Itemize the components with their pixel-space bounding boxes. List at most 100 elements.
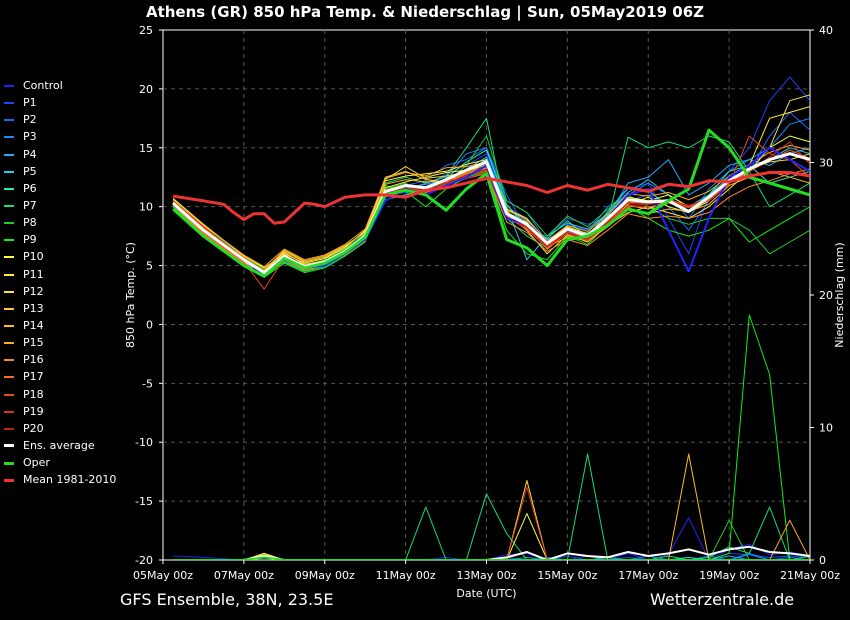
legend-label: P15	[23, 336, 44, 350]
legend-item: P12	[4, 283, 116, 300]
legend-label: P14	[23, 318, 44, 332]
y-tick-label: 25	[139, 24, 153, 37]
y2-tick-label: 10	[819, 422, 833, 435]
y-axis-label: 850 hPa Temp. (°C)	[124, 242, 137, 348]
legend-item: Ens. average	[4, 437, 116, 454]
legend-item: Oper	[4, 454, 116, 471]
legend-label: Mean 1981-2010	[23, 473, 117, 487]
legend-swatch	[4, 170, 14, 173]
legend-swatch	[4, 153, 14, 156]
temp-line-p9	[172, 170, 810, 278]
legend-item: Mean 1981-2010	[4, 471, 116, 488]
x-tick-label: 19May 00z	[699, 569, 759, 582]
legend-label: P3	[23, 130, 37, 144]
y-tick-label: 15	[139, 142, 153, 155]
y-tick-label: 10	[139, 201, 153, 214]
y-tick-label: -5	[142, 377, 153, 390]
x-tick-label: 15May 00z	[537, 569, 597, 582]
precip-line-p9	[173, 314, 810, 560]
legend-label: P11	[23, 267, 44, 281]
legend-swatch	[4, 239, 14, 242]
temp-line-p8	[172, 135, 810, 270]
legend-swatch	[4, 461, 14, 465]
legend-item: P4	[4, 146, 116, 163]
x-tick-label: 21May 00z	[780, 569, 840, 582]
legend-swatch	[4, 324, 14, 327]
legend-label: P16	[23, 353, 44, 367]
legend-swatch	[4, 342, 14, 345]
legend-swatch	[4, 273, 14, 276]
legend-swatch	[4, 444, 14, 448]
legend-swatch	[4, 393, 14, 396]
legend-item: P1	[4, 94, 116, 111]
footer-source: GFS Ensemble, 38N, 23.5E	[120, 590, 334, 609]
legend-item: P11	[4, 266, 116, 283]
x-tick-label: 05May 00z	[133, 569, 193, 582]
legend-swatch	[4, 187, 14, 190]
legend-label: P8	[23, 216, 37, 230]
x-tick-label: 11May 00z	[376, 569, 436, 582]
footer-site: Wetterzentrale.de	[650, 590, 795, 609]
y-tick-label: 0	[146, 318, 153, 331]
legend-label: P9	[23, 233, 37, 247]
legend-item: Control	[4, 77, 116, 94]
legend-swatch	[4, 136, 14, 139]
legend-label: P13	[23, 301, 44, 315]
legend-item: P13	[4, 300, 116, 317]
legend-swatch	[4, 222, 14, 225]
temp-line-mean-1981-2010	[172, 171, 810, 225]
y2-axis-label: Niederschlag (mm)	[833, 242, 846, 347]
y-tick-label: -20	[135, 554, 153, 567]
precip-line-control	[173, 517, 810, 560]
legend-item: P20	[4, 420, 116, 437]
legend-swatch	[4, 204, 14, 207]
precip-line-p14	[173, 453, 810, 560]
legend-swatch	[4, 427, 14, 430]
precip-line-ens-average	[173, 545, 810, 560]
legend-swatch	[4, 119, 14, 122]
legend-item: P3	[4, 128, 116, 145]
x-axis-label: Date (UTC)	[456, 587, 516, 600]
temp-line-p16	[172, 168, 810, 277]
y-tick-label: 5	[146, 260, 153, 273]
y2-tick-label: 40	[819, 24, 833, 37]
legend-swatch	[4, 290, 14, 293]
legend-label: P5	[23, 164, 37, 178]
legend-item: P19	[4, 403, 116, 420]
legend-item: P6	[4, 180, 116, 197]
precip-line-p2	[173, 554, 810, 560]
chart-title: Athens (GR) 850 hPa Temp. & Niederschlag…	[145, 3, 705, 21]
legend-item: P2	[4, 111, 116, 128]
legend-swatch	[4, 410, 14, 413]
legend-swatch	[4, 359, 14, 362]
x-tick-label: 17May 00z	[618, 569, 678, 582]
legend-item: P8	[4, 214, 116, 231]
legend-swatch	[4, 376, 14, 379]
legend-swatch	[4, 85, 14, 87]
legend-label: P4	[23, 147, 37, 161]
legend-swatch	[4, 256, 14, 259]
x-tick-label: 09May 00z	[295, 569, 355, 582]
legend-swatch	[4, 478, 14, 482]
legend-item: P7	[4, 197, 116, 214]
legend-item: P16	[4, 351, 116, 368]
legend-item: P18	[4, 386, 116, 403]
x-tick-label: 13May 00z	[456, 569, 516, 582]
legend: Control P1 P2 P3 P4 P5 P6 P7 P8 P9 P10 P11 P12 P13 P14…	[4, 77, 116, 488]
y2-tick-label: 0	[819, 554, 826, 567]
y2-tick-label: 30	[819, 157, 833, 170]
legend-item: P9	[4, 231, 116, 248]
legend-label: P12	[23, 284, 44, 298]
legend-item: P5	[4, 163, 116, 180]
y-tick-label: -15	[135, 495, 153, 508]
legend-label: P19	[23, 404, 44, 418]
legend-label: P1	[23, 96, 37, 110]
legend-item: P15	[4, 334, 116, 351]
y2-tick-label: 20	[819, 289, 833, 302]
temp-line-ens-average	[172, 152, 810, 275]
legend-label: Oper	[23, 456, 50, 470]
legend-label: Ens. average	[23, 438, 95, 452]
legend-item: P17	[4, 368, 116, 385]
precip-line-p7	[173, 453, 810, 560]
